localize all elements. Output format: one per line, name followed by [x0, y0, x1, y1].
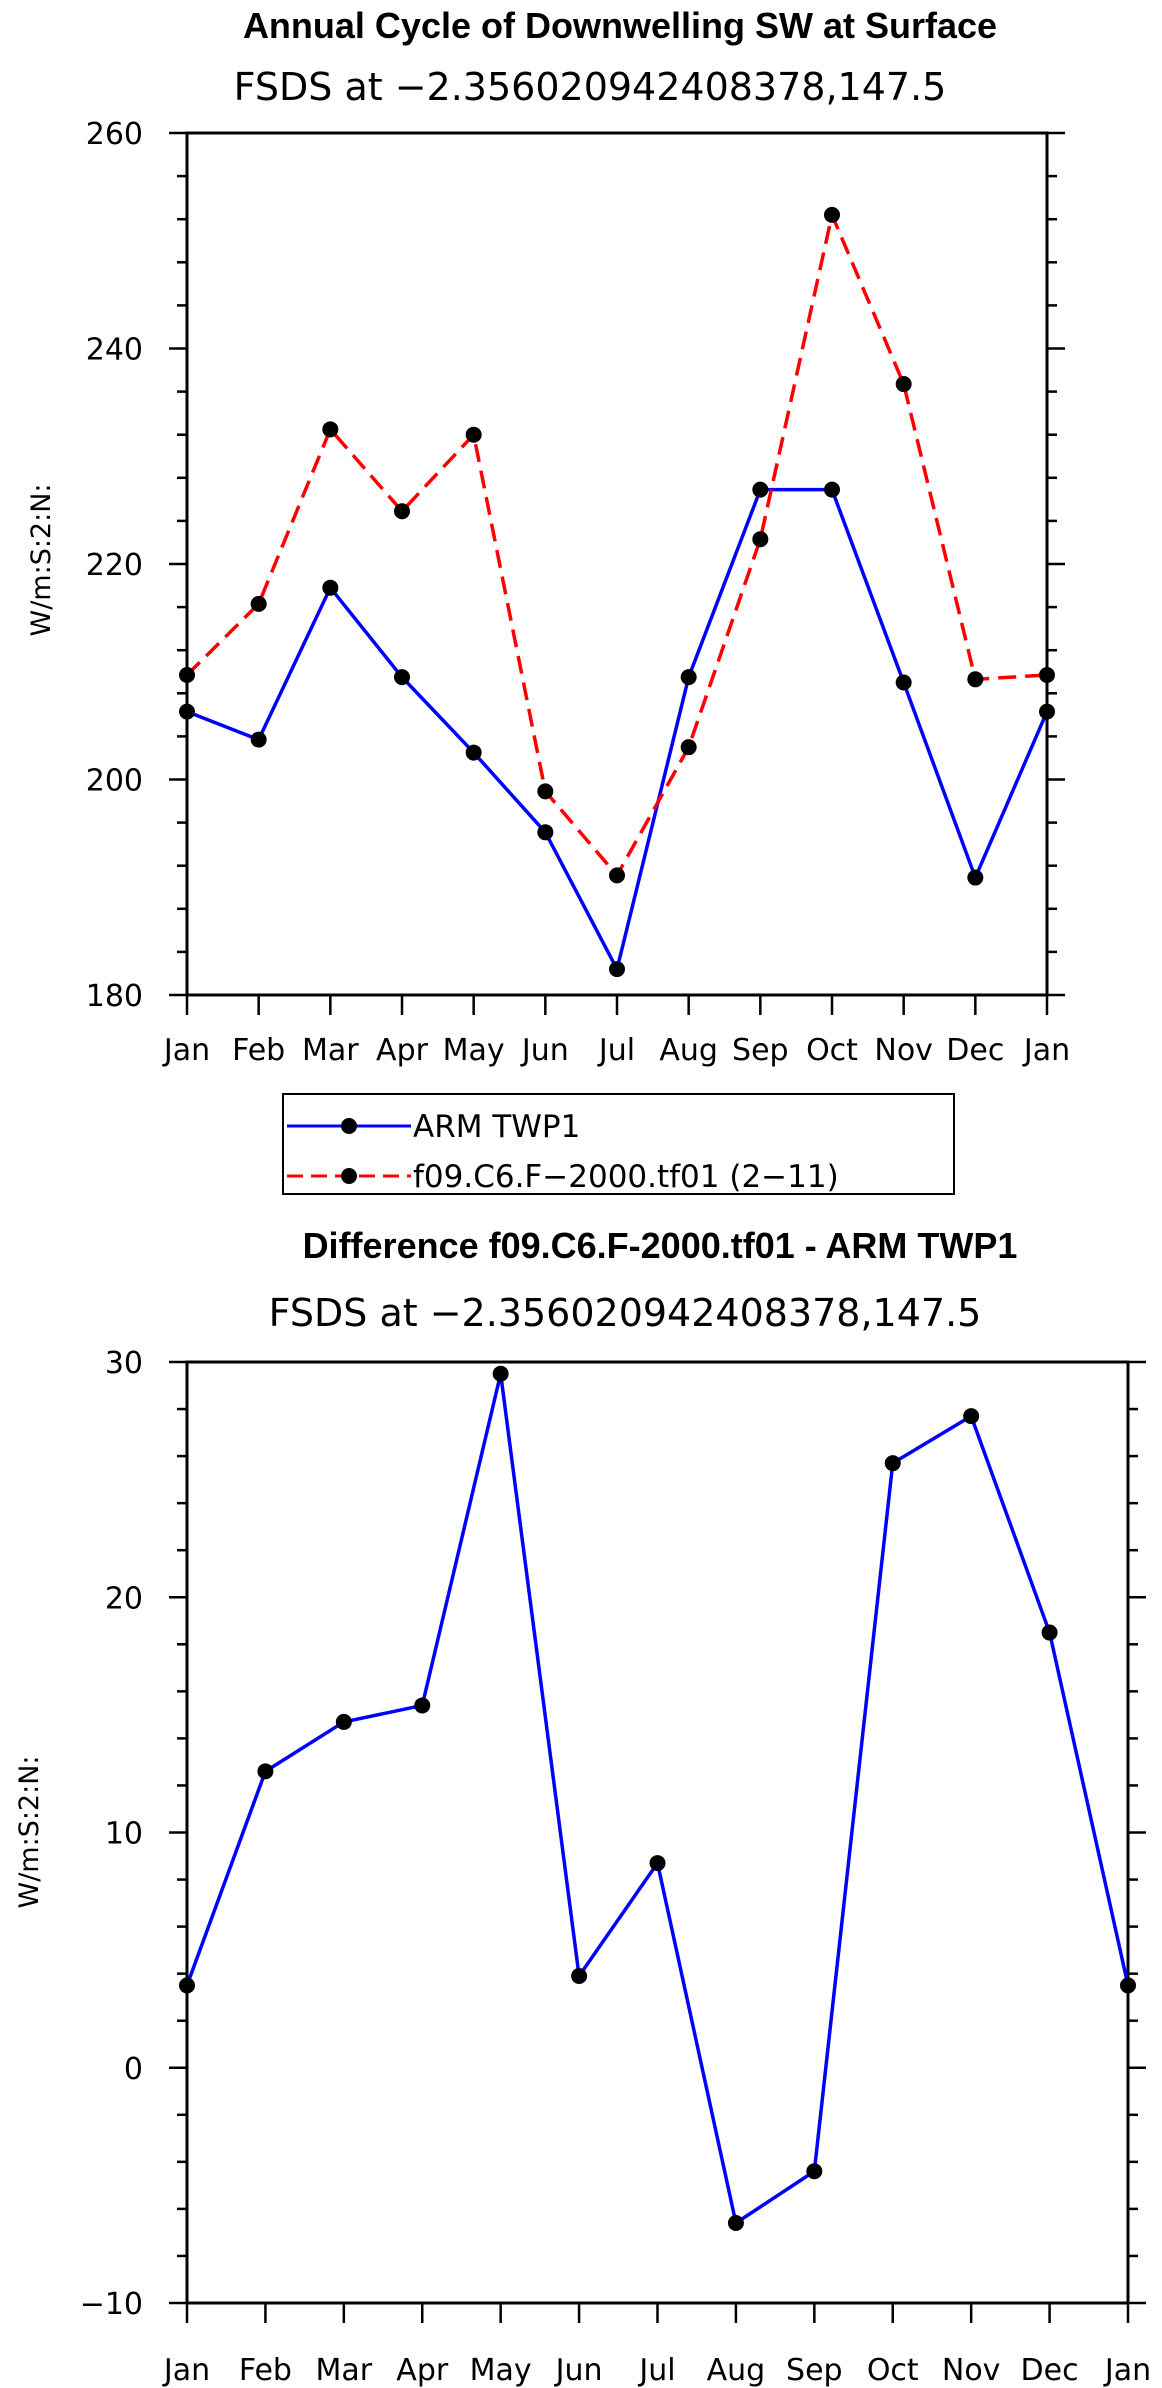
- data-point: [257, 1763, 274, 1780]
- data-point: [179, 1977, 195, 1994]
- data-point: [884, 1455, 901, 1472]
- data-point: [727, 2215, 744, 2232]
- chart1-ylabel: W/m:S:2:N:: [26, 484, 57, 637]
- series-line-0: [186, 487, 1049, 971]
- data-point: [680, 739, 697, 756]
- plot-frame: [185, 1360, 1130, 2305]
- legend-obs-marker: [341, 1118, 357, 1134]
- x-tick-label: Jan: [162, 1033, 210, 1068]
- y-tick-label: 260: [86, 117, 143, 152]
- y-tick-label: 0: [124, 2052, 143, 2087]
- x-tick-label: Oct: [867, 2353, 919, 2388]
- data-point: [394, 669, 410, 686]
- x-tick-label: Jun: [520, 1033, 569, 1068]
- y-tick-label: 10: [105, 1817, 143, 1852]
- data-point: [1120, 1977, 1136, 1994]
- x-tick-label: Jan: [1103, 2353, 1151, 2388]
- data-point: [537, 783, 554, 800]
- data-point: [414, 1697, 431, 1714]
- chart1-legend: ARM TWP1 f09.C6.F−2000.tf01 (2−11): [282, 1093, 955, 1195]
- data-point: [895, 674, 912, 691]
- data-point: [752, 481, 769, 498]
- data-point: [649, 1855, 666, 1872]
- data-point: [824, 481, 840, 498]
- x-tick-label: Aug: [707, 2353, 766, 2388]
- x-tick-label: Jan: [1022, 1033, 1070, 1068]
- y-tick-label: 180: [86, 979, 143, 1014]
- data-point: [806, 2163, 823, 2180]
- x-tick-label: Apr: [376, 1033, 429, 1068]
- data-point: [895, 376, 912, 393]
- legend-model-marker: [341, 1168, 357, 1184]
- x-tick-label: May: [443, 1033, 505, 1068]
- data-point: [967, 671, 984, 688]
- data-point: [335, 1713, 352, 1730]
- data-point: [465, 744, 482, 761]
- data-point: [537, 824, 554, 841]
- data-point: [322, 579, 339, 596]
- x-tick-label: Feb: [232, 1033, 285, 1068]
- x-tick-label: Nov: [874, 1033, 933, 1068]
- x-tick-label: Oct: [806, 1033, 858, 1068]
- data-point: [609, 961, 625, 978]
- data-point: [752, 531, 769, 548]
- y-tick-label: −10: [80, 2287, 143, 2322]
- x-tick-label: Apr: [396, 2353, 449, 2388]
- y-tick-label: 240: [86, 333, 143, 368]
- x-tick-label: Dec: [1021, 2353, 1079, 2388]
- series-line-0: [185, 1372, 1130, 2225]
- data-point: [492, 1365, 509, 1382]
- data-point: [609, 867, 625, 884]
- x-tick-label: Jul: [637, 2353, 675, 2388]
- y-tick-label: 30: [105, 1346, 143, 1381]
- x-tick-label: Jul: [597, 1033, 635, 1068]
- series-line-1: [185, 213, 1048, 878]
- legend-model-label: f09.C6.F−2000.tf01 (2−11): [413, 1159, 839, 1195]
- chart-difference: Difference f09.C6.F-2000.tf01 - ARM TWP1…: [14, 1225, 1151, 2388]
- x-tick-label: Mar: [316, 2353, 373, 2388]
- data-point: [1039, 666, 1055, 683]
- chart2-title: Difference f09.C6.F-2000.tf01 - ARM TWP1: [303, 1225, 1018, 1266]
- data-point: [1039, 703, 1055, 720]
- x-tick-label: Nov: [942, 2353, 1001, 2388]
- x-tick-label: Feb: [239, 2353, 292, 2388]
- x-tick-label: Aug: [659, 1033, 718, 1068]
- x-tick-label: Dec: [946, 1033, 1004, 1068]
- data-point: [680, 669, 697, 686]
- chart2-subtitle: FSDS at −2.356020942408378,147.5: [269, 1291, 982, 1335]
- chart1-title: Annual Cycle of Downwelling SW at Surfac…: [243, 5, 997, 46]
- x-tick-label: Jan: [162, 2353, 210, 2388]
- legend-obs-label: ARM TWP1: [413, 1109, 580, 1145]
- x-tick-label: Mar: [302, 1033, 359, 1068]
- data-point: [1041, 1624, 1058, 1641]
- plot-frame: [185, 131, 1049, 997]
- data-point: [571, 1968, 588, 1985]
- data-point: [465, 426, 482, 443]
- x-tick-label: Sep: [732, 1033, 789, 1068]
- data-point: [322, 421, 339, 438]
- chart1-subtitle: FSDS at −2.356020942408378,147.5: [234, 65, 947, 109]
- data-point: [967, 869, 984, 886]
- data-point: [824, 206, 840, 223]
- y-tick-label: 200: [86, 764, 143, 799]
- y-tick-label: 220: [86, 548, 143, 583]
- y-tick-label: 20: [105, 1581, 143, 1616]
- data-point: [179, 666, 195, 683]
- data-point: [250, 595, 267, 612]
- x-tick-label: Sep: [786, 2353, 843, 2388]
- x-tick-label: May: [470, 2353, 532, 2388]
- data-point: [394, 503, 410, 520]
- data-point: [250, 731, 267, 748]
- data-point: [179, 703, 195, 720]
- chart-annual-cycle: Annual Cycle of Downwelling SW at Surfac…: [26, 5, 1070, 1195]
- chart2-ylabel: W/m:S:2:N:: [14, 1756, 45, 1909]
- x-tick-label: Jun: [554, 2353, 603, 2388]
- data-point: [963, 1408, 980, 1425]
